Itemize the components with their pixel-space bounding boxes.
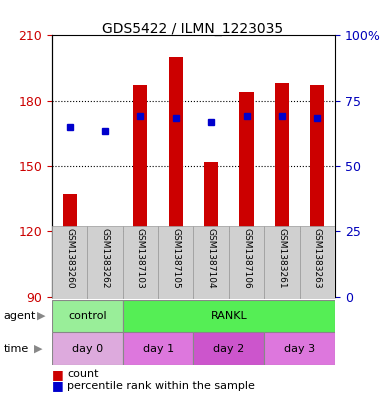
Bar: [123, 332, 193, 365]
Text: GSM1383263: GSM1383263: [313, 228, 322, 289]
Text: GSM1387103: GSM1387103: [136, 228, 145, 289]
Text: percentile rank within the sample: percentile rank within the sample: [67, 381, 255, 391]
Text: agent: agent: [4, 311, 36, 321]
Bar: [158, 226, 193, 299]
Bar: [264, 332, 335, 365]
Text: RANKL: RANKL: [211, 311, 247, 321]
Text: GSM1387105: GSM1387105: [171, 228, 180, 289]
Bar: [264, 226, 300, 299]
Text: GSM1387106: GSM1387106: [242, 228, 251, 289]
Text: day 1: day 1: [142, 343, 174, 354]
Text: ▶: ▶: [37, 311, 45, 321]
Bar: [87, 226, 123, 299]
Bar: [275, 83, 289, 297]
Text: GSM1383262: GSM1383262: [100, 228, 110, 288]
Text: GSM1383261: GSM1383261: [277, 228, 286, 289]
Text: ■: ■: [52, 379, 64, 393]
Text: GSM1387104: GSM1387104: [207, 228, 216, 289]
Bar: [239, 92, 254, 297]
Bar: [193, 226, 229, 299]
Bar: [52, 300, 123, 332]
Bar: [98, 238, 112, 297]
Bar: [169, 57, 183, 297]
Text: ▶: ▶: [34, 343, 42, 354]
Text: day 3: day 3: [284, 343, 315, 354]
Bar: [193, 332, 264, 365]
Bar: [204, 162, 218, 297]
Bar: [229, 226, 264, 299]
Bar: [63, 195, 77, 297]
Text: GSM1383260: GSM1383260: [65, 228, 74, 289]
Bar: [300, 226, 335, 299]
Text: ■: ■: [52, 367, 64, 381]
Text: GDS5422 / ILMN_1223035: GDS5422 / ILMN_1223035: [102, 22, 283, 36]
Bar: [133, 85, 147, 297]
Bar: [123, 300, 335, 332]
Bar: [52, 332, 123, 365]
Bar: [123, 226, 158, 299]
Text: time: time: [4, 343, 29, 354]
Text: control: control: [68, 311, 107, 321]
Bar: [52, 226, 87, 299]
Text: day 0: day 0: [72, 343, 103, 354]
Text: count: count: [67, 369, 99, 379]
Text: day 2: day 2: [213, 343, 244, 354]
Bar: [310, 85, 324, 297]
